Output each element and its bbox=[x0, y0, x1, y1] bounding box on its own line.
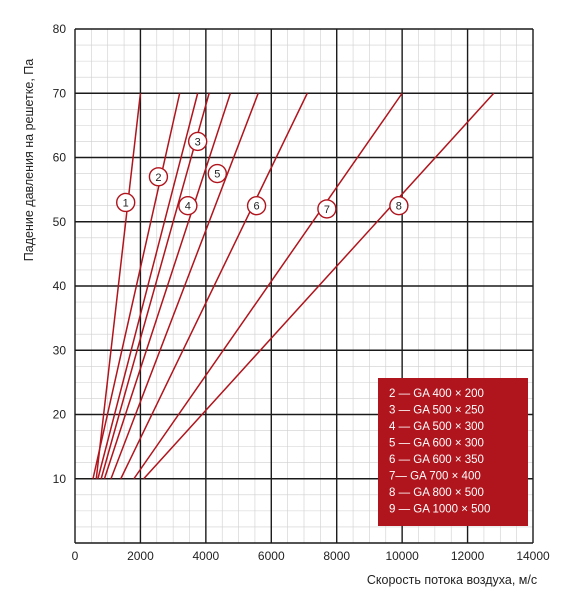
series-markers: 1 2 3 4 5 6 7 8 bbox=[116, 131, 409, 219]
series-line-6 bbox=[110, 92, 259, 480]
series-marker-3: 3 bbox=[187, 131, 208, 152]
series-marker-label: 4 bbox=[185, 201, 191, 213]
y-tick-label: 40 bbox=[53, 279, 67, 293]
y-tick-label: 80 bbox=[53, 22, 67, 36]
series-marker-6: 6 bbox=[246, 195, 267, 216]
legend-item: 7— GA 700 × 400 bbox=[389, 471, 481, 483]
y-tick-label: 70 bbox=[53, 86, 67, 100]
series-marker-label: 3 bbox=[195, 136, 201, 148]
series-marker-8: 8 bbox=[389, 195, 409, 216]
series-marker-circle bbox=[116, 192, 136, 213]
series-marker-4: 4 bbox=[178, 195, 198, 216]
series-marker-circle bbox=[148, 167, 169, 187]
legend-item: 4 — GA 500 × 300 bbox=[389, 421, 484, 433]
y-tick-label: 50 bbox=[53, 215, 67, 229]
series-marker-circle bbox=[187, 131, 208, 152]
series-marker-circle bbox=[389, 195, 409, 216]
legend-background bbox=[378, 378, 528, 526]
x-tick-label: 6000 bbox=[258, 549, 285, 563]
series-marker-7: 7 bbox=[317, 199, 337, 219]
series-lines bbox=[92, 92, 495, 480]
series-marker-5: 5 bbox=[207, 163, 228, 184]
x-tick-label: 10000 bbox=[385, 549, 419, 563]
series-line-1 bbox=[95, 93, 142, 479]
series-line-3 bbox=[97, 93, 199, 479]
series-marker-circle bbox=[246, 195, 267, 216]
legend-item: 5 — GA 600 × 300 bbox=[389, 438, 484, 450]
x-tick-labels: 0 2000 4000 6000 8000 10000 12000 14000 bbox=[72, 549, 550, 563]
x-tick-label: 12000 bbox=[451, 549, 485, 563]
y-tick-label: 30 bbox=[53, 343, 67, 357]
series-marker-label: 2 bbox=[155, 172, 161, 184]
series-line-4 bbox=[100, 93, 210, 479]
y-tick-labels: 10 20 30 40 50 60 70 80 bbox=[53, 22, 67, 486]
series-marker-label: 6 bbox=[254, 201, 260, 213]
y-tick-label: 20 bbox=[53, 408, 67, 422]
series-line-8 bbox=[133, 92, 403, 480]
series-line-9 bbox=[143, 92, 495, 480]
legend-item: 2 — GA 400 × 200 bbox=[389, 388, 484, 400]
series-marker-label: 8 bbox=[396, 201, 402, 213]
series-marker-label: 5 bbox=[214, 169, 220, 181]
series-marker-label: 1 bbox=[123, 197, 129, 209]
series-line-5 bbox=[103, 93, 232, 479]
series-marker-circle bbox=[317, 199, 337, 219]
legend-item: 8 — GA 800 × 500 bbox=[389, 487, 484, 499]
legend: 2 — GA 400 × 200 3 — GA 500 × 250 4 — GA 5… bbox=[378, 378, 528, 526]
series-marker-circle bbox=[207, 163, 228, 184]
y-tick-label: 60 bbox=[53, 151, 67, 165]
legend-item: 6 — GA 600 × 350 bbox=[389, 454, 484, 466]
legend-item: 9 — GA 1000 × 500 bbox=[389, 504, 490, 516]
x-tick-label: 8000 bbox=[323, 549, 350, 563]
y-tick-label: 10 bbox=[53, 472, 67, 486]
series-marker-circle bbox=[178, 195, 198, 216]
legend-item: 3 — GA 500 × 250 bbox=[389, 405, 484, 417]
series-marker-1: 1 bbox=[116, 192, 136, 213]
series-marker-2: 2 bbox=[148, 167, 169, 187]
major-grid bbox=[74, 28, 534, 544]
series-marker-label: 7 bbox=[324, 204, 330, 216]
y-axis-title: Падение давления на решетке, Па bbox=[22, 59, 36, 261]
series-line-2 bbox=[92, 93, 181, 479]
x-tick-label: 4000 bbox=[193, 549, 220, 563]
x-tick-label: 2000 bbox=[127, 549, 154, 563]
series-line-7 bbox=[120, 92, 308, 480]
x-tick-label: 14000 bbox=[516, 549, 550, 563]
x-axis-title: Скорость потока воздуха, м/с bbox=[367, 573, 537, 587]
x-tick-label: 0 bbox=[72, 549, 79, 563]
